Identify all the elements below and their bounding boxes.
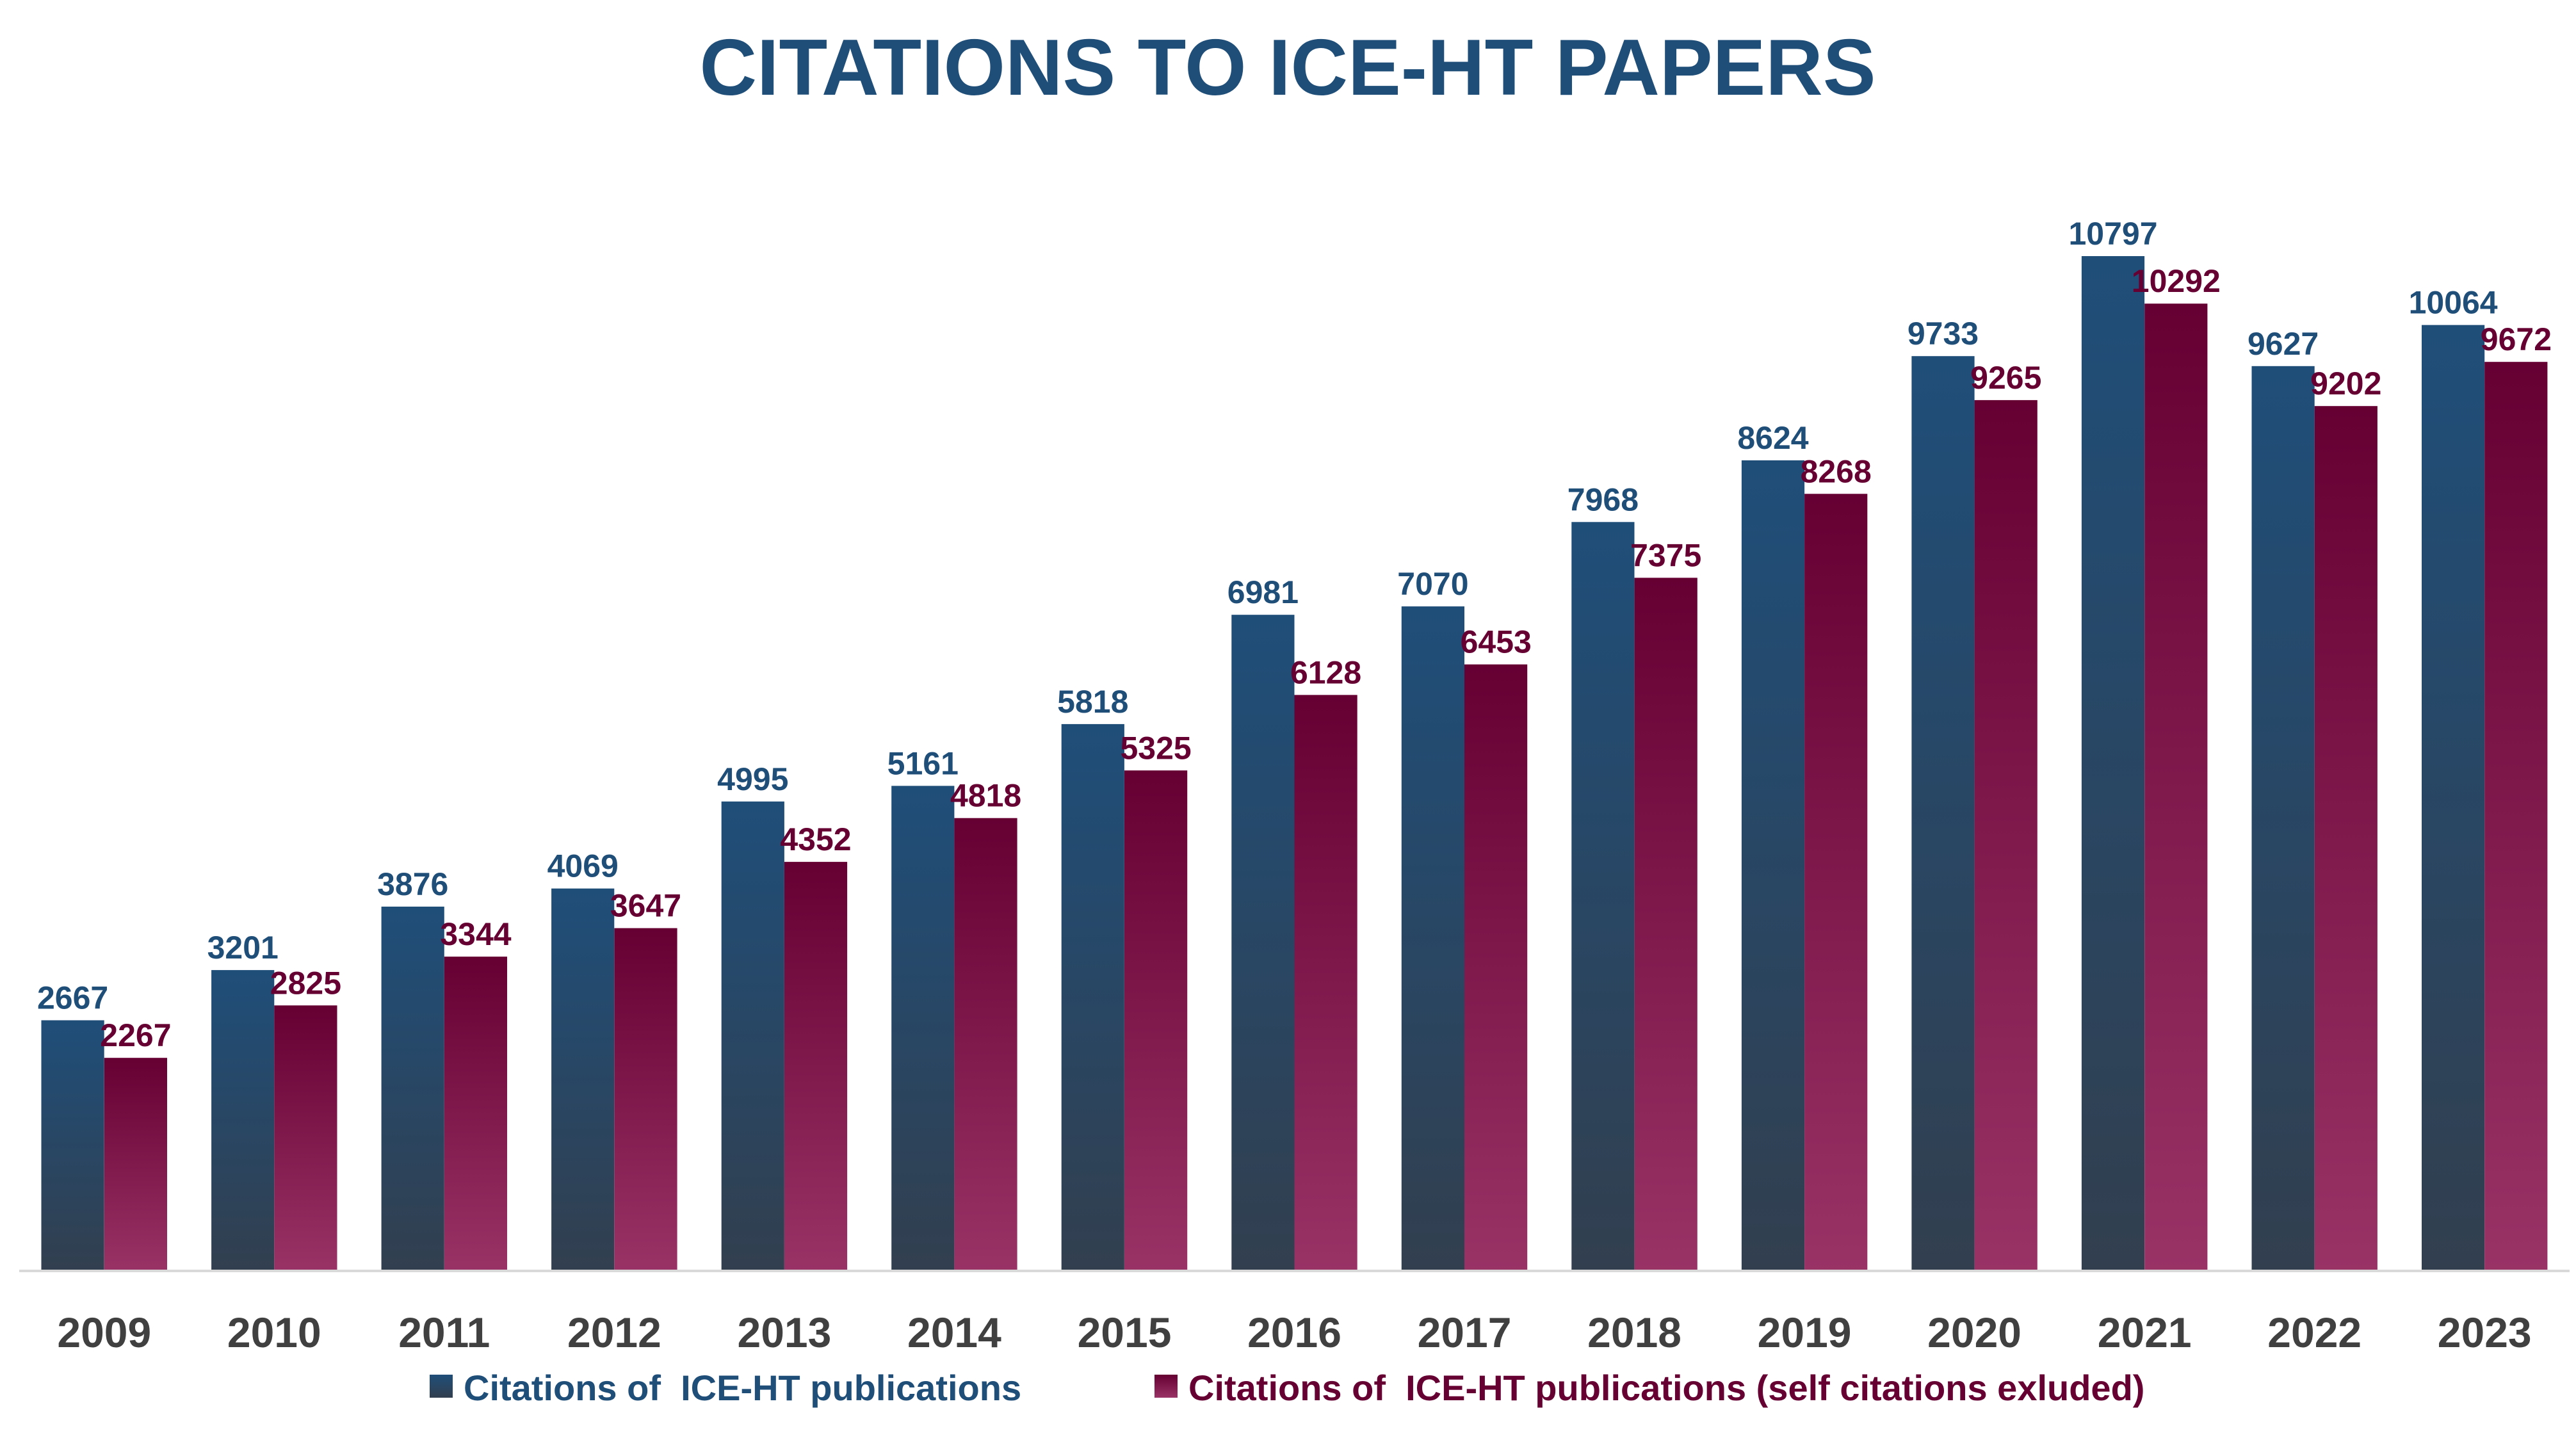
bar-2013-series-1: [721, 801, 784, 1271]
data-label-2023-series-1: 10064: [2409, 285, 2498, 321]
data-label-2015-series-2: 5325: [1120, 730, 1191, 766]
x-tick-label-2011: 2011: [398, 1309, 490, 1356]
bar-2023-series-1: [2422, 325, 2485, 1272]
bar-2011-series-1: [381, 907, 444, 1271]
data-label-2022-series-2: 9202: [2310, 366, 2381, 401]
bar-2009-series-1: [41, 1020, 104, 1271]
bar-2010-series-2: [274, 1005, 337, 1271]
bar-2023-series-2: [2484, 362, 2548, 1272]
bar-2018-series-1: [1571, 522, 1635, 1271]
bar-2016-series-2: [1294, 695, 1357, 1271]
data-label-2009-series-1: 2667: [37, 980, 108, 1016]
bar-2009-series-2: [104, 1058, 167, 1271]
bar-2022-series-1: [2251, 366, 2315, 1271]
data-label-2012-series-2: 3647: [610, 888, 681, 924]
data-label-2013-series-2: 4352: [780, 821, 851, 857]
x-tick-label-2020: 2020: [1927, 1309, 2021, 1356]
bar-2017-series-2: [1464, 664, 1528, 1271]
bar-2022-series-2: [2314, 406, 2378, 1272]
bar-2010-series-1: [211, 970, 275, 1271]
legend-label-series-1: Citations of ICE-HT publications: [464, 1368, 1021, 1408]
data-label-2020-series-1: 9733: [1908, 316, 1979, 352]
chart-title: CITATIONS TO ICE-HT PAPERS: [699, 24, 1875, 112]
data-label-2019-series-1: 8624: [1737, 420, 1808, 456]
data-label-2010-series-1: 3201: [207, 930, 279, 966]
data-label-2018-series-1: 7968: [1567, 481, 1639, 517]
x-tick-label-2023: 2023: [2438, 1309, 2532, 1356]
data-label-2012-series-1: 4069: [547, 848, 619, 884]
data-label-2017-series-2: 6453: [1461, 624, 1532, 660]
data-label-2011-series-2: 3344: [440, 916, 511, 952]
x-tick-label-2021: 2021: [2098, 1309, 2192, 1356]
data-label-2021-series-1: 10797: [2068, 216, 2157, 252]
legend-label-series-2: Citations of ICE-HT publications (self c…: [1188, 1368, 2144, 1408]
bar-2015-series-2: [1124, 770, 1188, 1271]
x-tick-label-2015: 2015: [1078, 1309, 1172, 1356]
bar-2021-series-2: [2144, 303, 2208, 1272]
bars-layer: [41, 256, 2548, 1272]
x-tick-label-2009: 2009: [57, 1309, 151, 1356]
bar-2011-series-2: [444, 957, 507, 1271]
bar-2021-series-1: [2081, 256, 2145, 1271]
bar-2014-series-1: [891, 786, 955, 1271]
data-label-2014-series-1: 5161: [887, 745, 959, 781]
x-tick-label-2017: 2017: [1418, 1309, 1512, 1356]
data-label-2013-series-1: 4995: [717, 761, 788, 797]
x-tick-label-2019: 2019: [1758, 1309, 1852, 1356]
x-tick-label-2016: 2016: [1247, 1309, 1341, 1356]
x-tick-label-2022: 2022: [2267, 1309, 2361, 1356]
bar-2020-series-1: [1911, 356, 1975, 1272]
bar-2015-series-1: [1061, 724, 1124, 1271]
bar-2017-series-1: [1401, 606, 1464, 1271]
data-label-2020-series-2: 9265: [1970, 360, 2041, 396]
bar-2019-series-1: [1741, 460, 1805, 1271]
data-label-2010-series-2: 2825: [270, 965, 341, 1001]
legend: Citations of ICE-HT publications Citation…: [430, 1368, 2144, 1408]
bar-2014-series-2: [954, 818, 1017, 1271]
x-tick-label-2013: 2013: [737, 1309, 831, 1356]
data-label-2016-series-2: 6128: [1290, 654, 1361, 690]
x-tick-label-2010: 2010: [227, 1309, 321, 1356]
legend-swatch-series-1: [430, 1375, 453, 1398]
bar-2019-series-2: [1804, 494, 1868, 1271]
bar-2013-series-2: [784, 862, 848, 1271]
data-label-2014-series-2: 4818: [950, 778, 1021, 814]
x-tick-labels: 2009 2010 2011 2012 2013 2014 2015 2016 2017 2018…: [57, 1309, 2531, 1356]
bar-2020-series-2: [1974, 400, 2037, 1271]
x-tick-label-2012: 2012: [567, 1309, 661, 1356]
data-label-2018-series-2: 7375: [1630, 537, 1701, 573]
bar-2012-series-2: [614, 928, 677, 1271]
x-tick-label-2014: 2014: [907, 1309, 1001, 1356]
data-label-2009-series-2: 2267: [100, 1017, 171, 1053]
data-label-2015-series-1: 5818: [1057, 684, 1128, 720]
legend-swatch-series-2: [1154, 1375, 1178, 1398]
data-label-2017-series-1: 7070: [1397, 566, 1468, 602]
bar-2018-series-2: [1634, 578, 1697, 1271]
data-label-2019-series-2: 8268: [1801, 453, 1872, 489]
bar-2016-series-1: [1231, 615, 1295, 1272]
data-label-2021-series-2: 10292: [2132, 263, 2221, 299]
data-label-2016-series-1: 6981: [1227, 574, 1299, 610]
bar-2012-series-1: [551, 888, 615, 1271]
data-label-2011-series-1: 3876: [377, 866, 448, 902]
data-label-2022-series-1: 9627: [2248, 326, 2319, 362]
data-label-2023-series-2: 9672: [2481, 321, 2552, 357]
x-tick-label-2018: 2018: [1587, 1309, 1681, 1356]
